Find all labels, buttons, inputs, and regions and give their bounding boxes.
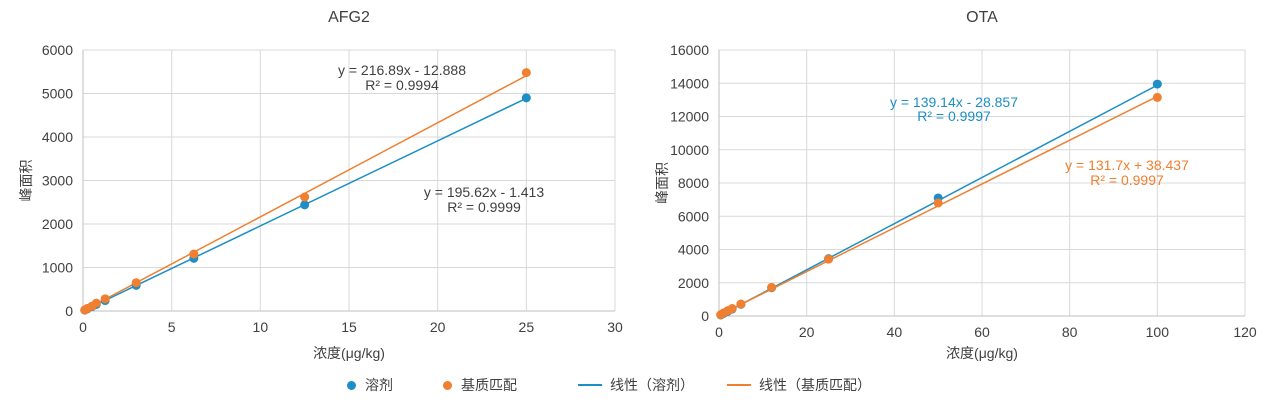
legend: 溶剂 基质匹配 线性（溶剂） 线性（基质匹配） xyxy=(0,372,1280,398)
afg2-y-axis-label: 峰面积 xyxy=(18,160,34,202)
legend-item-matrix-points: 基质匹配 xyxy=(443,372,517,398)
ota-equation-solvent: y = 139.14x - 28.857 xyxy=(890,94,1018,110)
legend-label-solvent-line: 线性（溶剂） xyxy=(610,377,694,393)
afg2-y-tick-label: 2000 xyxy=(42,216,73,232)
afg2-y-tick-label: 5000 xyxy=(42,86,73,102)
legend-item-solvent-points: 溶剂 xyxy=(347,372,393,398)
afg2-equation-solvent: y = 195.62x - 1.413 xyxy=(424,184,544,200)
ota-x-tick-label: 40 xyxy=(887,324,903,340)
ota-y-tick-label: 8000 xyxy=(678,175,709,191)
afg2-point-matrix xyxy=(100,294,110,304)
ota-r2-solvent: R² = 0.9997 xyxy=(917,108,991,124)
afg2-r2-solvent: R² = 0.9999 xyxy=(447,199,521,215)
ota-y-tick-label: 10000 xyxy=(670,142,709,158)
ota-x-tick-label: 120 xyxy=(1233,324,1257,340)
afg2-y-tick-label: 0 xyxy=(65,303,73,319)
ota-point-matrix xyxy=(933,198,943,208)
legend-item-solvent-line: 线性（溶剂） xyxy=(578,372,694,398)
ota-y-tick-label: 12000 xyxy=(670,109,709,125)
afg2-point-matrix xyxy=(300,192,310,202)
ota-x-axis-label: 浓度(μg/kg) xyxy=(946,345,1018,361)
legend-label-solvent: 溶剂 xyxy=(365,377,393,393)
ota-y-tick-label: 4000 xyxy=(678,242,709,258)
afg2-x-tick-label: 25 xyxy=(519,319,535,335)
ota-equation-matrix: y = 131.7x + 38.437 xyxy=(1065,157,1189,173)
legend-label-matrix-line: 线性（基质匹配） xyxy=(759,377,871,393)
ota-y-tick-label: 16000 xyxy=(670,42,709,58)
ota-r2-matrix: R² = 0.9997 xyxy=(1090,172,1164,188)
ota-x-tick-label: 60 xyxy=(974,324,990,340)
ota-point-matrix xyxy=(736,299,746,309)
afg2-point-matrix xyxy=(91,298,101,308)
ota-y-axis-label: 峰面积 xyxy=(654,162,670,204)
ota-point-matrix xyxy=(824,254,834,264)
ota-point-solvent xyxy=(1152,79,1162,89)
ota-y-tick-label: 0 xyxy=(701,308,709,324)
afg2-y-tick-label: 1000 xyxy=(42,260,73,276)
afg2-x-tick-label: 5 xyxy=(168,319,176,335)
ota-point-matrix xyxy=(1152,92,1162,102)
afg2-x-tick-label: 20 xyxy=(430,319,446,335)
ota-x-tick-label: 100 xyxy=(1146,324,1170,340)
ota-point-matrix xyxy=(727,304,737,314)
legend-marker-solvent xyxy=(347,380,356,390)
legend-marker-matrix xyxy=(443,380,452,390)
ota-y-tick-label: 2000 xyxy=(678,275,709,291)
ota-chart-title: OTA xyxy=(966,9,998,26)
ota-y-tick-label: 14000 xyxy=(670,75,709,91)
ota-x-tick-label: 20 xyxy=(799,324,815,340)
afg2-point-matrix xyxy=(189,249,199,259)
legend-line-matrix xyxy=(727,384,751,386)
afg2-y-tick-label: 6000 xyxy=(42,42,73,58)
afg2-chart-title: AFG2 xyxy=(328,9,370,26)
legend-label-matrix: 基质匹配 xyxy=(461,377,517,393)
ota-point-matrix xyxy=(767,282,777,292)
afg2-point-solvent xyxy=(300,200,310,210)
afg2-y-tick-label: 4000 xyxy=(42,129,73,145)
afg2-point-matrix xyxy=(131,278,141,288)
ota-x-tick-label: 80 xyxy=(1062,324,1078,340)
ota-x-tick-label: 0 xyxy=(715,324,723,340)
afg2-x-tick-label: 15 xyxy=(341,319,357,335)
afg2-x-tick-label: 30 xyxy=(607,319,623,335)
afg2-x-tick-label: 0 xyxy=(79,319,87,335)
afg2-point-solvent xyxy=(521,93,531,103)
afg2-y-tick-label: 3000 xyxy=(42,173,73,189)
afg2-equation-matrix: y = 216.89x - 12.888 xyxy=(338,62,466,78)
ota-y-tick-label: 6000 xyxy=(678,208,709,224)
legend-line-solvent xyxy=(578,384,602,386)
afg2-x-axis-label: 浓度(μg/kg) xyxy=(313,345,385,361)
afg2-x-tick-label: 10 xyxy=(253,319,269,335)
afg2-r2-matrix: R² = 0.9994 xyxy=(365,77,439,93)
afg2-point-matrix xyxy=(521,68,531,78)
legend-item-matrix-line: 线性（基质匹配） xyxy=(727,372,871,398)
